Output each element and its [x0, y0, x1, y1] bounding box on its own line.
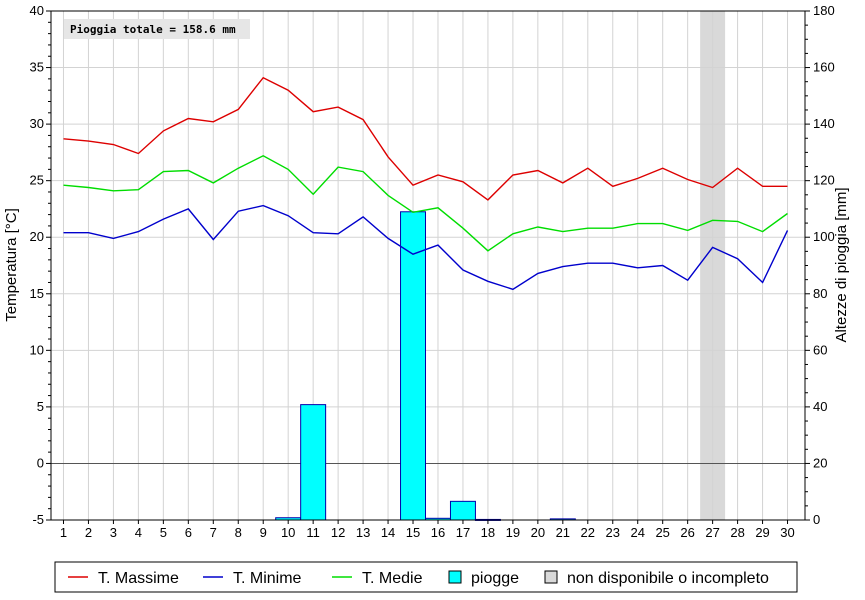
x-tick-label: 8: [235, 525, 242, 540]
y-right-tick-label: 180: [813, 3, 835, 18]
y-right-tick-label: 120: [813, 173, 835, 188]
y-left-tick-label: 10: [30, 342, 44, 357]
y-left-tick-label: 35: [30, 60, 44, 75]
y-right-tick-label: 80: [813, 286, 827, 301]
x-tick-label: 19: [506, 525, 520, 540]
x-tick-label: 14: [381, 525, 395, 540]
x-tick-label: 30: [780, 525, 794, 540]
x-tick-label: 27: [705, 525, 719, 540]
y-right-tick-label: 60: [813, 342, 827, 357]
total-rain-text: Pioggia totale = 158.6 mm: [70, 23, 236, 36]
y-right-tick-label: 160: [813, 60, 835, 75]
legend-label: non disponibile o incompleto: [567, 570, 769, 587]
y-left-tick-label: 15: [30, 286, 44, 301]
legend-label: T. Massime: [98, 570, 179, 587]
x-tick-label: 28: [730, 525, 744, 540]
x-tick-label: 11: [306, 525, 320, 540]
rain-bar-day-11: [300, 404, 327, 521]
series-line-t-medie: [63, 155, 788, 252]
y-axis-right-title: Altezze di pioggia [mm]: [833, 187, 850, 342]
x-tick-label: 15: [406, 525, 420, 540]
x-tick-label: 5: [160, 525, 167, 540]
x-tick-label: 12: [331, 525, 345, 540]
x-tick-label: 16: [431, 525, 445, 540]
legend-label: piogge: [471, 570, 519, 587]
rain-bar-day-17: [449, 500, 476, 521]
x-tick-label: 20: [531, 525, 545, 540]
y-left-tick-label: 40: [30, 3, 44, 18]
x-tick-label: 4: [135, 525, 142, 540]
x-tick-label: 13: [356, 525, 370, 540]
y-left-tick-label: 0: [37, 455, 44, 470]
x-tick-label: 22: [581, 525, 595, 540]
x-tick-label: 9: [260, 525, 267, 540]
series-line-t-minime: [63, 204, 789, 291]
y-right-tick-label: 40: [813, 399, 827, 414]
x-tick-label: 18: [481, 525, 495, 540]
legend: T. Massime T. Minime T. Medie piogge non dis…: [54, 561, 798, 593]
y-right-tick-label: 140: [813, 116, 835, 131]
x-tick-label: 29: [755, 525, 769, 540]
y-left-tick-label: -5: [32, 512, 44, 527]
x-tick-label: 23: [606, 525, 620, 540]
rain-bar-day-15: [400, 211, 427, 521]
y-left-tick-label: 30: [30, 116, 44, 131]
x-tick-label: 2: [85, 525, 92, 540]
y-axis-left-title: Temperatura [°C]: [3, 208, 20, 322]
y-right-tick-label: 100: [813, 229, 835, 244]
y-left-tick-label: 20: [30, 229, 44, 244]
x-tick-label: 26: [680, 525, 694, 540]
x-tick-label: 6: [185, 525, 192, 540]
y-left-tick-label: 25: [30, 173, 44, 188]
x-tick-label: 1: [60, 525, 67, 540]
y-right-tick-label: 20: [813, 455, 827, 470]
total-rain-annotation: Pioggia totale = 158.6 mm: [64, 19, 250, 39]
x-tick-label: 21: [556, 525, 570, 540]
y-right-tick-label: 0: [813, 512, 820, 527]
x-tick-label: 24: [630, 525, 644, 540]
x-tick-label: 25: [655, 525, 669, 540]
legend-label: T. Minime: [233, 570, 302, 587]
x-tick-label: 10: [281, 525, 295, 540]
plot-frame: [50, 10, 806, 521]
x-tick-label: 17: [456, 525, 470, 540]
x-tick-label: 3: [110, 525, 117, 540]
y-left-tick-label: 5: [37, 399, 44, 414]
legend-label: T. Medie: [362, 570, 423, 587]
series-line-t-massime: [63, 76, 788, 201]
legend-swatch-box: [448, 570, 462, 584]
x-tick-label: 7: [210, 525, 217, 540]
legend-swatch-box: [544, 570, 558, 584]
